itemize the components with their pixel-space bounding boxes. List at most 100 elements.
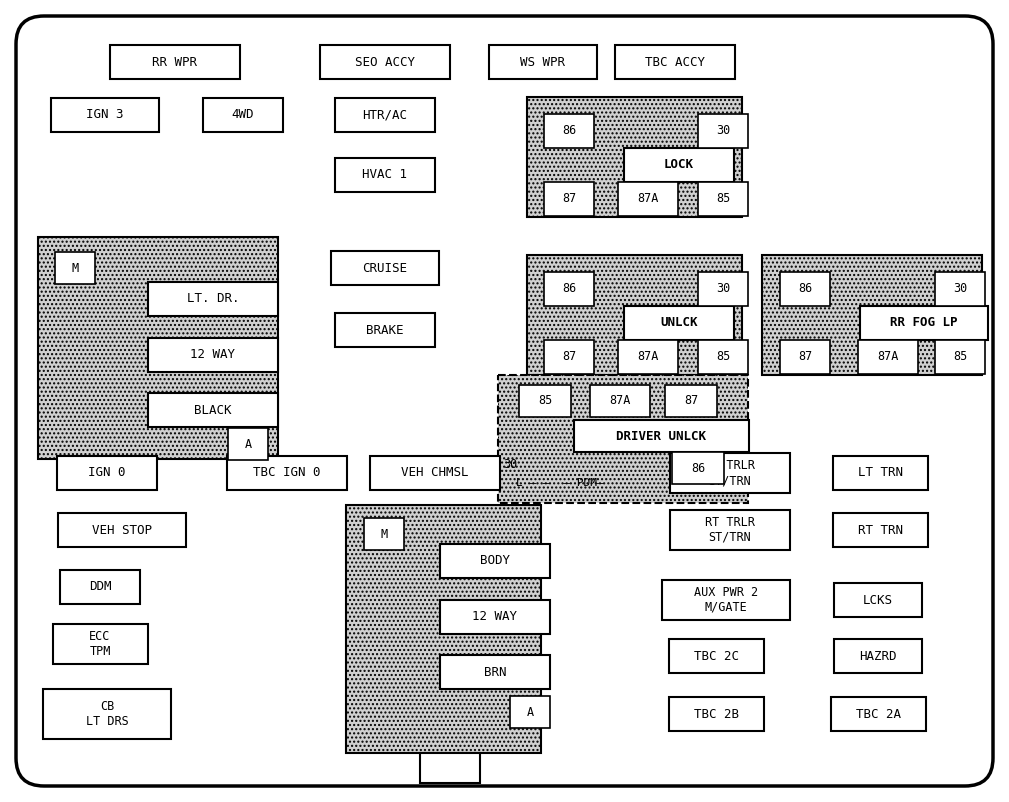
Bar <box>834 583 922 617</box>
Text: DDM: DDM <box>89 581 111 593</box>
Text: 12 WAY: 12 WAY <box>472 610 518 623</box>
Text: 85: 85 <box>952 350 967 363</box>
Bar <box>832 456 927 490</box>
Text: 87A: 87A <box>609 395 631 407</box>
Text: HAZRD: HAZRD <box>860 650 897 662</box>
Bar <box>858 340 918 374</box>
Bar <box>544 340 594 374</box>
Bar <box>527 255 742 375</box>
Text: LCKS: LCKS <box>863 593 893 606</box>
Text: CB
LT DRS: CB LT DRS <box>86 700 128 728</box>
Bar <box>670 453 790 493</box>
Bar <box>832 513 927 547</box>
Bar <box>669 697 764 731</box>
Bar <box>148 282 278 316</box>
Bar <box>698 272 748 306</box>
Bar <box>662 580 790 620</box>
Text: RT TRN: RT TRN <box>858 524 902 537</box>
Text: 87: 87 <box>562 192 576 205</box>
Bar <box>58 513 186 547</box>
Bar <box>669 639 764 673</box>
Bar <box>52 624 147 664</box>
Text: 85: 85 <box>715 192 731 205</box>
Bar <box>331 251 439 285</box>
Text: VEH STOP: VEH STOP <box>92 524 152 537</box>
Text: RR WPR: RR WPR <box>152 55 198 68</box>
Text: 87: 87 <box>684 395 698 407</box>
Bar <box>370 456 500 490</box>
Bar <box>624 148 734 182</box>
Text: 87: 87 <box>562 350 576 363</box>
Bar <box>320 45 450 79</box>
Text: LOCK: LOCK <box>664 159 694 172</box>
Text: 30: 30 <box>715 282 731 295</box>
Text: TBC ACCY: TBC ACCY <box>645 55 705 68</box>
Bar <box>335 313 435 347</box>
Bar <box>698 340 748 374</box>
Text: IGN 0: IGN 0 <box>88 467 126 480</box>
Bar <box>38 237 278 459</box>
Text: BRAKE: BRAKE <box>366 323 404 337</box>
Text: M: M <box>380 528 387 541</box>
Text: ECC
TPM: ECC TPM <box>90 630 111 658</box>
Bar <box>544 114 594 148</box>
Text: M: M <box>72 261 79 274</box>
Text: CRUISE: CRUISE <box>362 261 408 274</box>
Text: 30: 30 <box>952 282 967 295</box>
Bar <box>110 45 240 79</box>
Bar <box>624 306 734 340</box>
Bar <box>672 452 724 484</box>
Bar <box>440 600 550 634</box>
Text: BLACK: BLACK <box>195 403 232 416</box>
Bar <box>148 338 278 372</box>
Text: BODY: BODY <box>480 554 510 568</box>
FancyBboxPatch shape <box>16 16 993 786</box>
Text: UNLCK: UNLCK <box>660 317 698 330</box>
Bar <box>780 340 830 374</box>
Text: A: A <box>244 438 251 451</box>
Bar <box>615 45 735 79</box>
Text: A: A <box>527 706 534 719</box>
Bar <box>527 97 742 217</box>
Text: TBC 2C: TBC 2C <box>693 650 739 662</box>
Bar <box>574 420 749 452</box>
Bar <box>489 45 597 79</box>
Text: L ‒ ‒  ‒ PDM‒: L ‒ ‒ ‒ PDM‒ <box>517 478 603 488</box>
Bar <box>440 655 550 689</box>
Text: LT TRLR
ST/TRN: LT TRLR ST/TRN <box>705 459 755 487</box>
Bar <box>830 697 925 731</box>
Bar <box>228 428 268 460</box>
Text: 85: 85 <box>538 395 552 407</box>
Text: 87A: 87A <box>638 350 659 363</box>
Bar <box>670 510 790 550</box>
Bar <box>510 696 550 728</box>
Text: TBC 2B: TBC 2B <box>693 707 739 720</box>
Bar <box>55 252 95 284</box>
Text: 85: 85 <box>715 350 731 363</box>
Bar <box>498 375 748 503</box>
Bar <box>698 182 748 216</box>
Bar <box>148 393 278 427</box>
Text: 4WD: 4WD <box>232 108 254 121</box>
Bar <box>346 505 541 753</box>
Text: AUX PWR 2
M/GATE: AUX PWR 2 M/GATE <box>694 586 758 614</box>
Text: LT. DR.: LT. DR. <box>187 293 239 306</box>
Bar <box>544 272 594 306</box>
Bar <box>698 114 748 148</box>
Bar <box>618 182 678 216</box>
Bar <box>618 340 678 374</box>
Text: 12 WAY: 12 WAY <box>191 349 235 362</box>
Bar <box>762 255 982 375</box>
Text: 86: 86 <box>562 282 576 295</box>
Bar <box>590 385 650 417</box>
Text: DRIVER UNLCK: DRIVER UNLCK <box>616 430 706 443</box>
Bar <box>203 98 283 132</box>
Text: 86: 86 <box>691 461 705 475</box>
Text: SEO ACCY: SEO ACCY <box>355 55 415 68</box>
Text: 86: 86 <box>562 124 576 137</box>
Bar <box>57 456 157 490</box>
Bar <box>519 385 571 417</box>
Text: RR FOG LP: RR FOG LP <box>890 317 958 330</box>
Text: 87: 87 <box>798 350 812 363</box>
Bar <box>860 306 988 340</box>
